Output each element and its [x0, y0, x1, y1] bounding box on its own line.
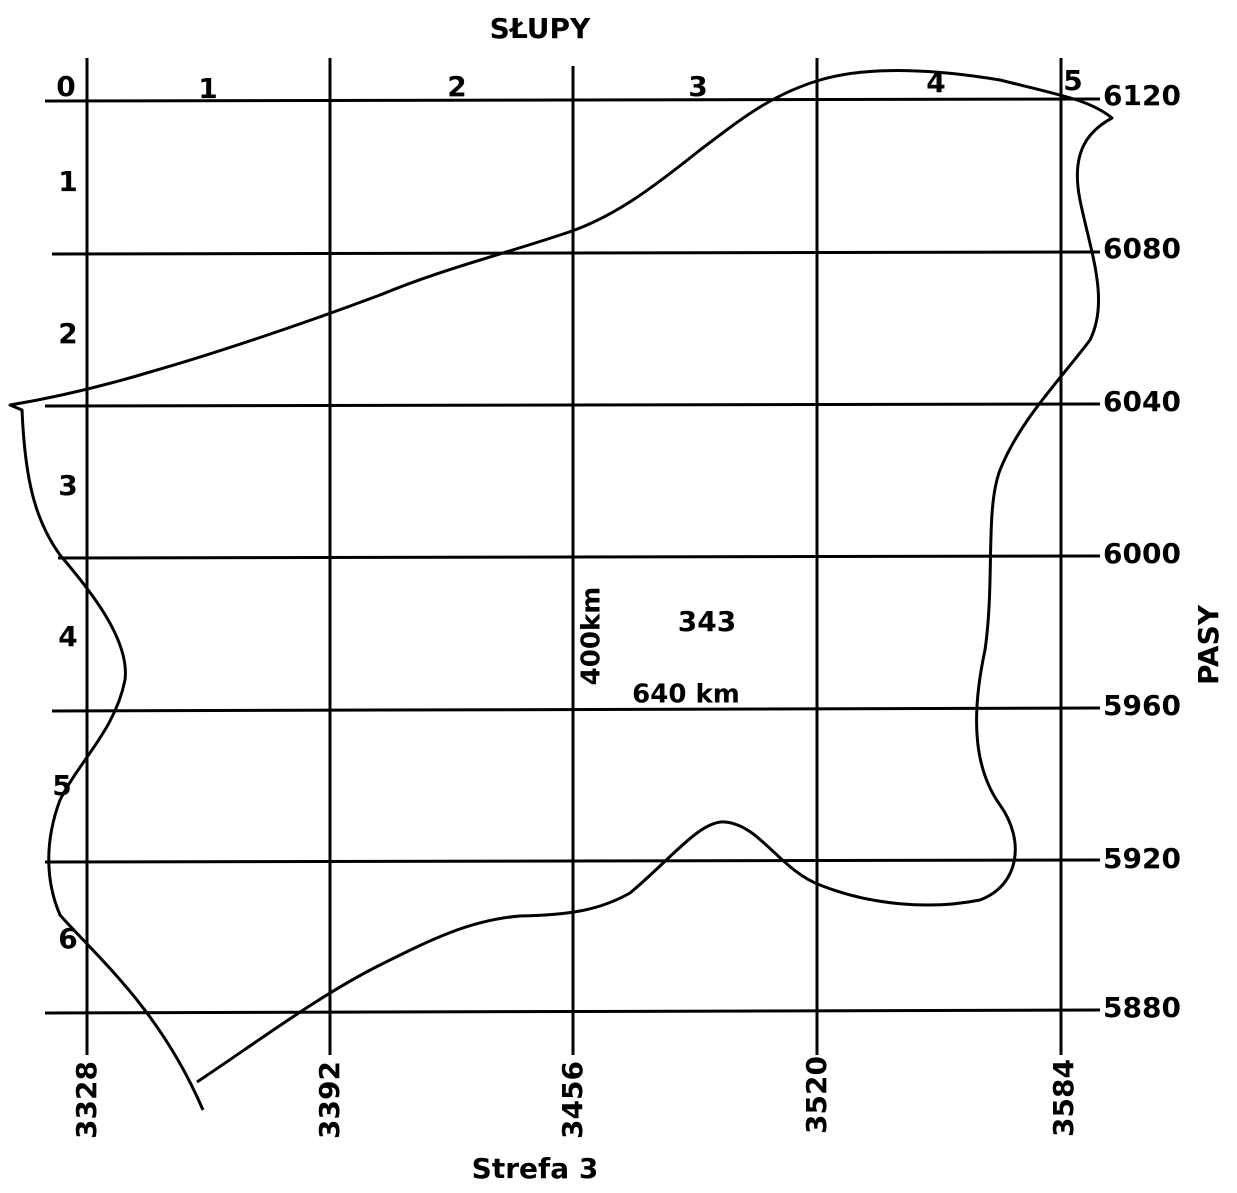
grid-line — [51, 706, 1101, 713]
column-label: 1 — [198, 72, 217, 105]
row-label: 5 — [52, 769, 71, 802]
northing-label: 6120 — [1103, 79, 1181, 112]
easting-label: 3392 — [313, 1061, 346, 1139]
column-label: 0 — [56, 70, 75, 103]
easting-label: 3584 — [1047, 1059, 1080, 1137]
outline — [8, 69, 1114, 1111]
row-label: 1 — [58, 165, 77, 198]
northing-label: 5920 — [1103, 842, 1181, 875]
zone-title: Strefa 3 — [472, 1152, 599, 1185]
northing-label: 5960 — [1103, 689, 1181, 722]
column-label: 5 — [1063, 64, 1082, 97]
northing-label: 5880 — [1103, 991, 1181, 1024]
column-label: 3 — [688, 70, 707, 103]
width-annotation: 640 km — [632, 680, 740, 710]
title: SŁUPY — [490, 12, 591, 45]
column-label: 4 — [926, 66, 945, 99]
northing-label: 6000 — [1103, 537, 1181, 570]
sheet-number: 343 — [678, 605, 736, 638]
row-label: 6 — [58, 922, 77, 955]
northing-label: 6040 — [1103, 385, 1181, 418]
column-label: 2 — [447, 70, 466, 103]
grid — [44, 58, 1101, 1055]
right-labels: 6120 6080 6040 6000 5960 5920 5880 — [1103, 79, 1181, 1024]
northing-label: 6080 — [1103, 232, 1181, 265]
easting-label: 3520 — [800, 1056, 833, 1134]
grid-line — [51, 250, 1101, 256]
height-annotation: 400km — [577, 587, 607, 686]
row-label: 2 — [58, 317, 77, 350]
row-label: 4 — [58, 620, 77, 653]
grid-line — [57, 554, 1101, 560]
easting-label: 3328 — [70, 1061, 103, 1139]
rows-title: PASY — [1192, 604, 1225, 685]
row-label: 3 — [58, 469, 77, 502]
easting-label: 3456 — [556, 1061, 589, 1139]
